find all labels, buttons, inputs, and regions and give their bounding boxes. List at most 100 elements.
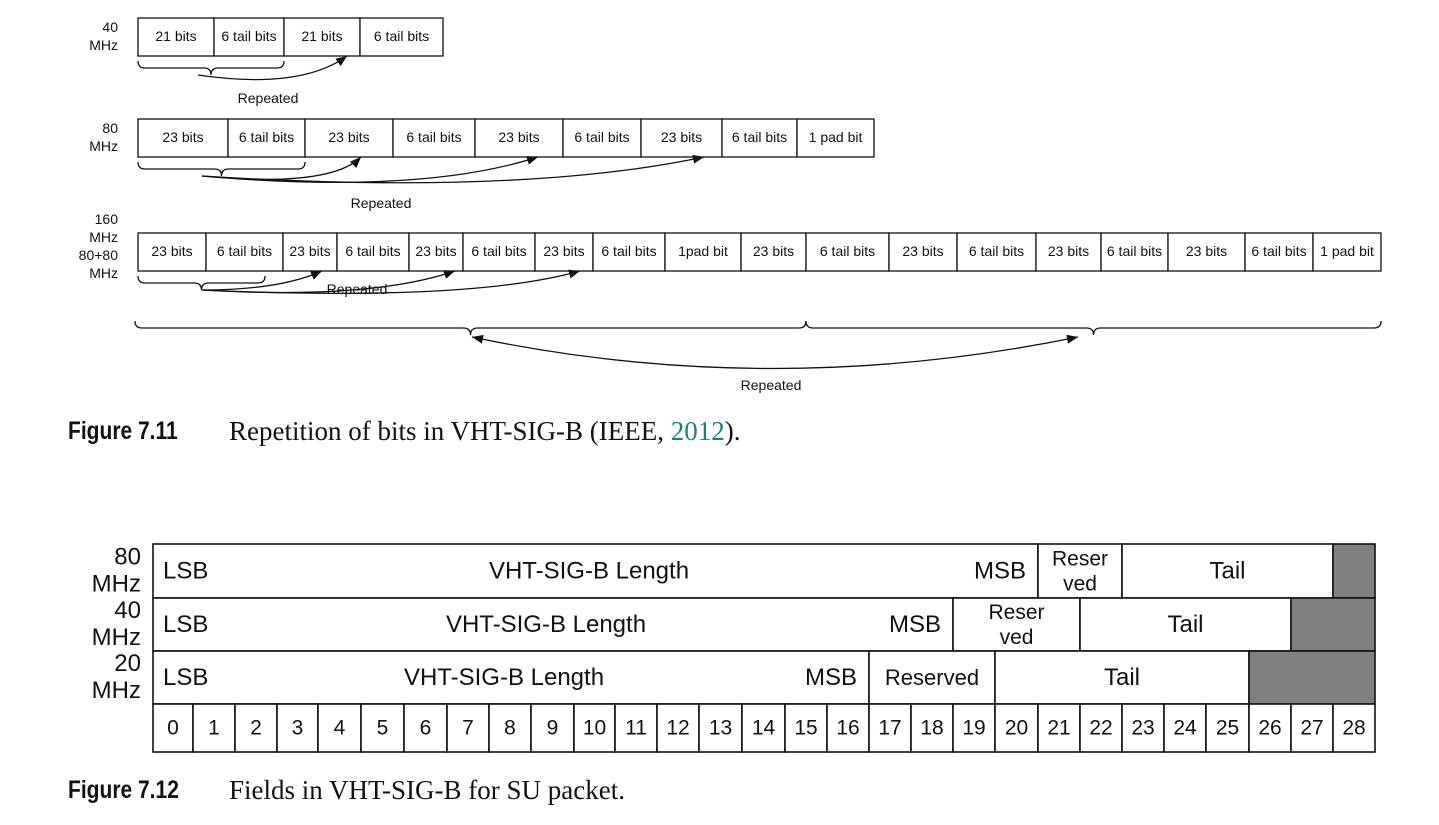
bit-index-cell (952, 703, 996, 753)
bit-index-label: 7 (462, 717, 474, 740)
reserved-label: Reser (988, 601, 1044, 624)
bit-index-label: 1 (208, 717, 220, 740)
bit-field-cell (805, 232, 890, 272)
bit-field-cell (336, 232, 410, 272)
bit-field-label: 23 bits (162, 129, 203, 145)
tail-field (1121, 543, 1334, 599)
bit-field-label: 6 tail bits (969, 243, 1024, 259)
bit-index-cell (1163, 703, 1207, 753)
bit-index-cell (698, 703, 743, 753)
repeat-arrow (197, 55, 348, 81)
bit-field-cell (462, 232, 536, 272)
bit-index-cell (1205, 703, 1250, 753)
repeated-label: Repeated (327, 281, 388, 297)
bit-index-cell (276, 703, 319, 753)
bit-index-row: 0 1 2 3 4 5 6 7 8 9 10 11 12 13 14 15 16 17 18 19 20 21 22 23 24… (152, 703, 1376, 753)
bandwidth-label: MHz (89, 37, 118, 53)
bit-field-label: 6 tail bits (471, 243, 526, 259)
bit-field-label: 6 tail bits (217, 243, 272, 259)
bit-index-label: 17 (878, 717, 901, 740)
bit-index-cell (1121, 703, 1165, 753)
bandwidth-label: MHz (92, 624, 141, 651)
repeat-arrow (201, 270, 323, 291)
repeat-brace (137, 60, 285, 76)
bandwidth-label: MHz (92, 571, 141, 598)
bit-field-cell (282, 232, 338, 272)
bandwidth-label: 40 (102, 19, 118, 35)
bit-field-cell (1035, 232, 1102, 272)
bit-field-label: 6 tail bits (574, 129, 629, 145)
bit-field-label: 6 tail bits (221, 28, 276, 44)
bandwidth-label: MHz (89, 265, 118, 281)
bit-field-label: 1 pad bit (809, 129, 863, 145)
bit-index-label: 22 (1089, 717, 1112, 740)
bit-index-label: 19 (962, 717, 985, 740)
half-repeated-label: Repeated (741, 377, 802, 393)
bit-index-cell (868, 703, 912, 753)
bandwidth-label: 80 (114, 544, 141, 571)
bit-field-cell (213, 17, 285, 57)
repeat-arrow (201, 270, 581, 294)
bit-index-label: 12 (666, 717, 689, 740)
msb-label: MSB (805, 664, 857, 691)
figure-7-11-row-2: 160 MHz 80+80 MHz 23 bits 6 tail bits 23 bits 6… (79, 211, 1382, 297)
bandwidth-label: 80+80 (79, 247, 119, 263)
bit-field-cell (137, 17, 215, 57)
bit-index-label: 8 (504, 717, 516, 740)
bit-index-cell (1079, 703, 1123, 753)
bandwidth-label: MHz (89, 229, 118, 245)
msb-label: MSB (889, 611, 941, 638)
bit-index-label: 28 (1342, 717, 1365, 740)
bit-index-label: 24 (1173, 717, 1197, 740)
unused-bits-fill (1290, 597, 1376, 652)
bit-field-cell (640, 118, 723, 158)
bit-index-label: 27 (1300, 717, 1323, 740)
unused-bits-fill (1332, 543, 1376, 599)
bit-field-label: 23 bits (498, 129, 539, 145)
figure-7-12-caption-label: Figure 7.12 (68, 776, 179, 804)
bit-index-cell (1037, 703, 1081, 753)
bit-field-label: 6 tail bits (820, 243, 875, 259)
lsb-label: LSB (163, 664, 208, 691)
bit-field-cell (408, 232, 464, 272)
caption-text-start: Repetition of bits in VHT-SIG-B (IEEE, (229, 416, 671, 446)
bit-index-cell (446, 703, 490, 753)
bit-field-cell (1100, 232, 1169, 272)
bit-field-label: 6 tail bits (732, 129, 787, 145)
repeat-arrow (201, 156, 705, 184)
lsb-label: LSB (163, 611, 208, 638)
bit-field-cell (205, 232, 284, 272)
reserved-label: Reserved (885, 665, 979, 690)
repeat-arrow-head (350, 157, 361, 168)
bit-index-cell (1290, 703, 1334, 753)
vht-sig-b-length-label: VHT-SIG-B Length (489, 558, 689, 585)
bit-field-label: 23 bits (328, 129, 369, 145)
bit-index-cell (741, 703, 786, 753)
msb-label: MSB (974, 558, 1026, 585)
figure-7-11-row-0: 40 MHz 21 bits 6 tail bits 21 bits 6 tail bit… (89, 17, 444, 106)
bit-field-cell (359, 17, 444, 57)
bit-field-label: 21 bits (301, 28, 342, 44)
bit-index-cell (152, 703, 194, 753)
bit-index-label: 4 (334, 717, 346, 740)
bit-index-label: 5 (377, 717, 389, 740)
vht-sig-b-length-label: VHT-SIG-B Length (446, 611, 646, 638)
half-repeat-arrow (471, 336, 1079, 370)
reserved-label: ved (1063, 573, 1097, 596)
bit-field-label: 6 tail bits (601, 243, 656, 259)
citation-year-link[interactable]: 2012 (670, 416, 725, 446)
bit-index-label: 20 (1005, 717, 1028, 740)
bit-field-label: 23 bits (661, 129, 702, 145)
reserved-label: ved (1000, 626, 1034, 649)
bit-field-label: 23 bits (151, 243, 192, 259)
caption-text-end: ). (724, 416, 741, 446)
bit-index-label: 13 (709, 717, 732, 740)
bit-index-label: 16 (836, 717, 859, 740)
bit-index-label: 15 (794, 717, 817, 740)
bit-index-cell (784, 703, 828, 753)
unused-bits-fill (1248, 650, 1376, 705)
length-field (152, 650, 870, 705)
bandwidth-label: MHz (92, 677, 141, 704)
